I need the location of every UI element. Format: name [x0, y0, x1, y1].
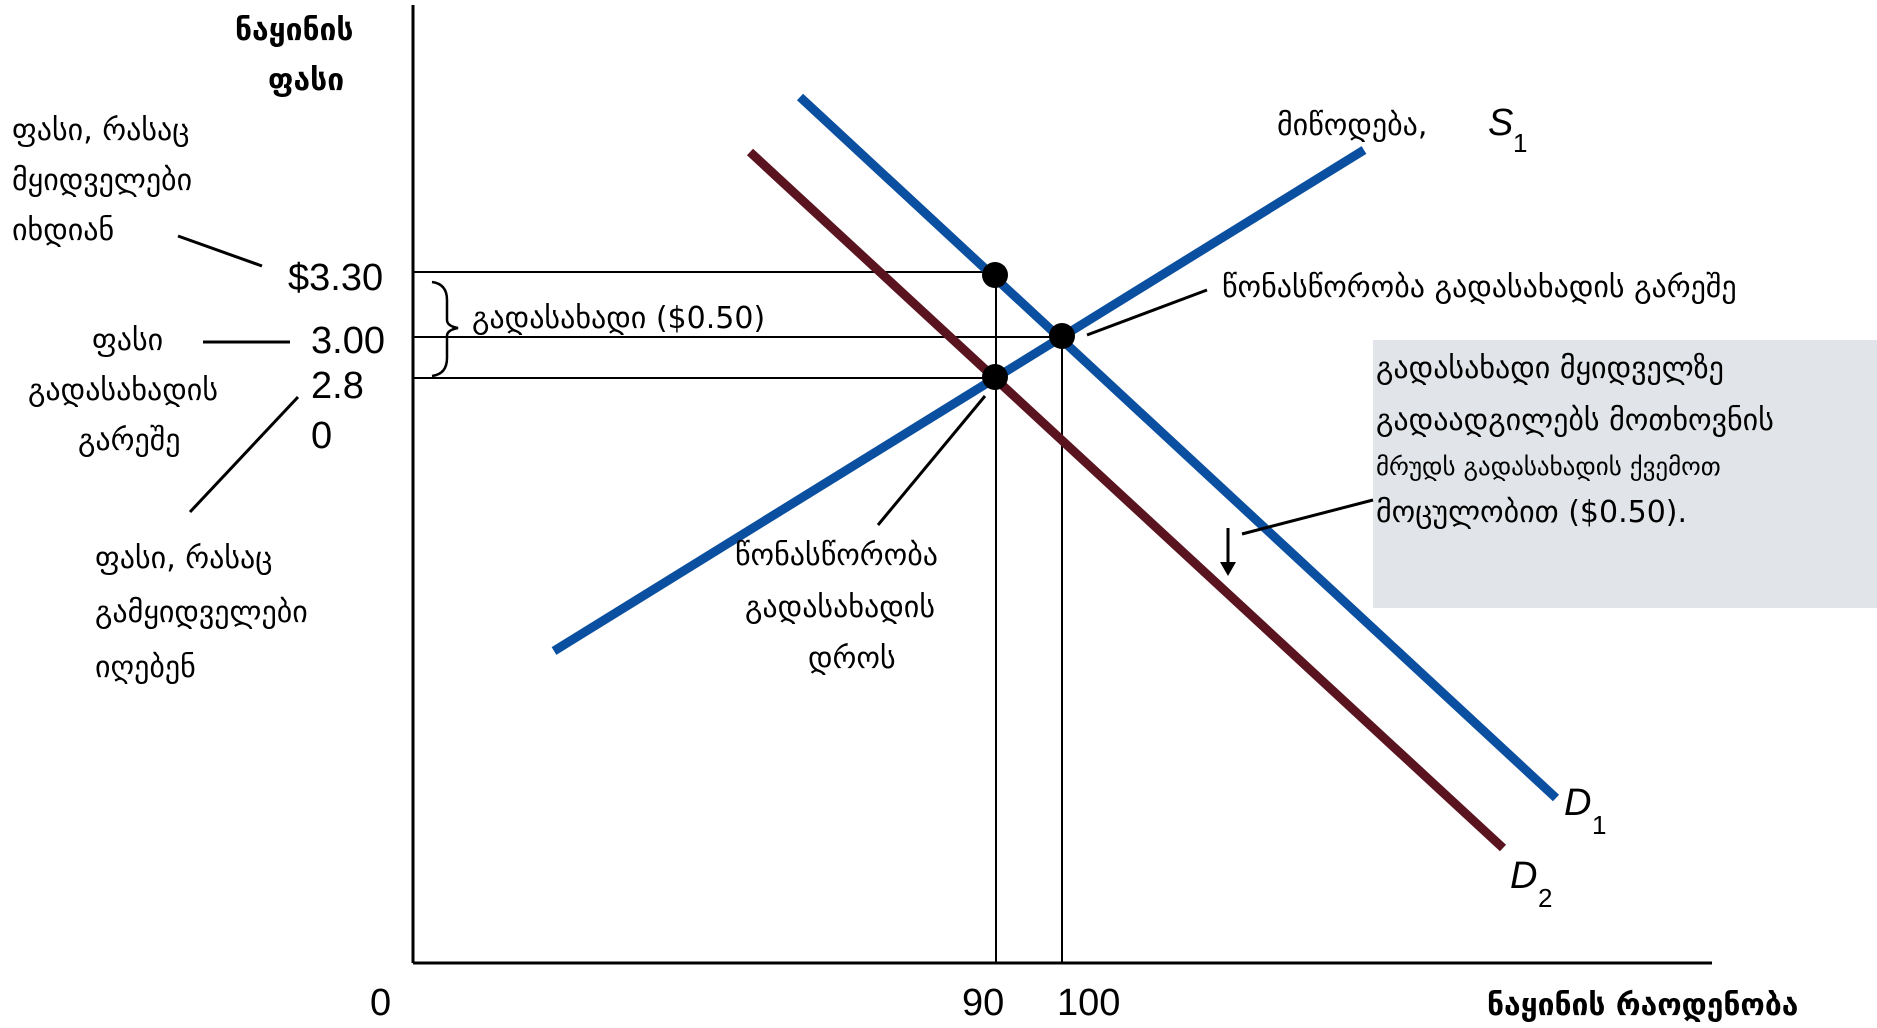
demand-curve-d1: [796, 93, 1560, 802]
buyers-pay-line3: იხდიან: [12, 213, 114, 248]
x-axis-label: ნაყინის რაოდენობა: [1487, 988, 1798, 1023]
price-no-tax-line2: გადასახადის: [28, 373, 218, 408]
tax-bracket-brace: [431, 280, 459, 378]
y-tick-330: $3.30: [288, 257, 383, 299]
eq-no-tax-pointer: [1086, 288, 1208, 337]
supply-prefix-label: მიწოდება,: [1277, 108, 1427, 143]
supply-curve-s1: [551, 146, 1367, 655]
no-tax-equilibrium-point: [1049, 323, 1075, 349]
price-no-tax-line3: გარეშე: [78, 423, 181, 458]
d2-label-sub: 2: [1538, 883, 1552, 913]
eq-with-tax-pointer: [876, 395, 987, 526]
eq-with-tax-line2: გადასახადის: [745, 590, 935, 625]
d1-label: D: [1564, 782, 1591, 824]
shift-arrow-head: [1220, 562, 1236, 576]
x-tick-90: 90: [962, 982, 1004, 1024]
buyers-pay-line2: მყიდველები: [12, 163, 192, 198]
demand-curve-d2: [746, 148, 1507, 852]
y-axis-label-line1: ნაყინის: [235, 13, 353, 48]
sellers-get-line3: იღებენ: [95, 650, 196, 685]
shift-box-line4: მოცულობით ($0.50).: [1376, 495, 1687, 530]
shift-box-line3: მრუდს გადასახადის ქვემოთ: [1376, 452, 1721, 481]
x-origin-label: 0: [370, 982, 391, 1024]
tax-buyer-point: [982, 262, 1008, 288]
buyers-pay-pointer: [177, 234, 263, 268]
supply-label-sub: 1: [1513, 128, 1527, 158]
x-tick-100: 100: [1057, 982, 1120, 1024]
eq-no-tax-label: წონასწორობა გადასახადის გარეშე: [1222, 270, 1737, 305]
tax-seller-point: [982, 364, 1008, 390]
y-tick-300: 3.00: [311, 320, 385, 362]
y-tick-0: 0: [311, 415, 332, 457]
y-tick-280: 2.8: [311, 365, 364, 407]
sellers-get-pointer: [188, 395, 300, 514]
eq-with-tax-line3: დროს: [808, 641, 896, 676]
d1-label-sub: 1: [1592, 810, 1606, 840]
d2-label: D: [1510, 855, 1537, 897]
price-no-tax-line1: ფასი: [92, 323, 163, 358]
shift-pointer: [1241, 498, 1374, 536]
eq-with-tax-line1: წონასწორობა: [735, 538, 938, 573]
buyers-pay-line1: ფასი, რასაც: [12, 113, 189, 148]
sellers-get-line1: ფასი, რასაც: [95, 541, 272, 576]
shift-box-line1: გადასახადი მყიდველზე: [1376, 351, 1724, 386]
shift-explanation-box: [1373, 340, 1877, 608]
y-axis-label-line2: ფასი: [268, 63, 344, 98]
tax-bracket-label: გადასახადი ($0.50): [472, 301, 765, 336]
shift-box-line2: გადაადგილებს მოთხოვნის: [1376, 403, 1774, 438]
supply-label: S: [1488, 102, 1513, 144]
sellers-get-line2: გამყიდველები: [95, 595, 308, 630]
